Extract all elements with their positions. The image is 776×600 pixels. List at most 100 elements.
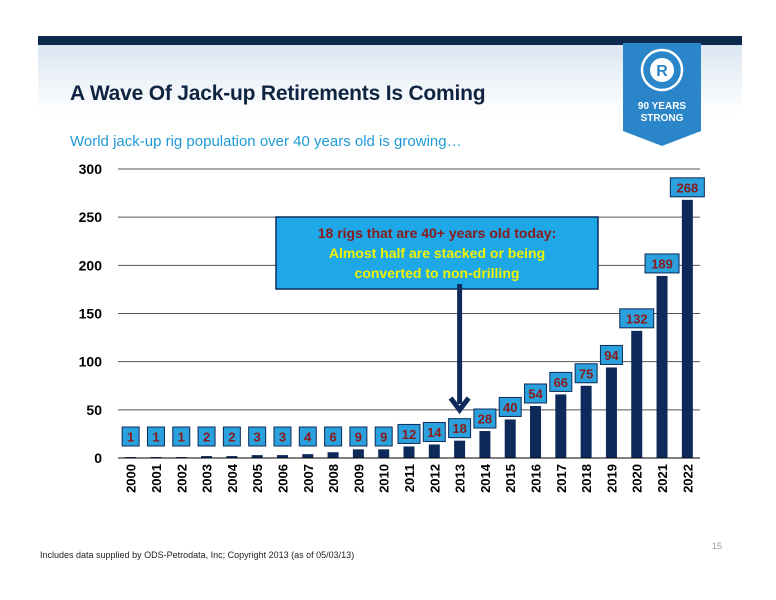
footnote: Includes data supplied by ODS-Petrodata,… [40, 550, 355, 560]
bar [251, 455, 263, 458]
bar [555, 394, 567, 458]
bar [428, 444, 440, 458]
data-label-box [422, 422, 446, 443]
x-tick-label: 2008 [326, 464, 341, 493]
page-number: 15 [712, 541, 723, 551]
bar [302, 454, 314, 458]
data-label-box [121, 426, 140, 447]
data-label-box [574, 363, 598, 384]
data-label-box [549, 371, 573, 392]
data-label: 3 [279, 430, 286, 445]
x-tick-label: 2009 [351, 464, 366, 493]
badge-letter: R [656, 63, 668, 80]
y-tick-label: 0 [94, 450, 102, 466]
bar [656, 275, 668, 458]
x-tick-label: 2020 [630, 464, 645, 493]
badge-seal-inner [650, 58, 674, 82]
data-label-box [669, 177, 705, 198]
x-tick-label: 2000 [124, 464, 139, 493]
data-label: 1 [178, 430, 185, 445]
data-label-box [397, 423, 421, 444]
badge-line-1: 90 YEARS [638, 101, 687, 112]
data-label: 9 [355, 430, 362, 445]
slide-title: A Wave Of Jack-up Retirements Is Coming [70, 82, 486, 105]
data-label: 1 [127, 430, 134, 445]
data-label: 2 [203, 430, 210, 445]
data-label-box [448, 418, 472, 439]
y-tick-label: 300 [79, 161, 103, 177]
x-tick-label: 2018 [579, 464, 594, 493]
data-label: 1 [152, 430, 159, 445]
callout-line-3: converted to non-drilling [355, 265, 520, 281]
bar [530, 405, 542, 458]
x-tick-label: 2004 [225, 463, 240, 493]
data-label-box [273, 426, 292, 447]
bar [352, 449, 364, 458]
bar [226, 456, 238, 458]
x-tick-label: 2017 [554, 464, 569, 493]
x-tick-label: 2012 [427, 464, 442, 493]
bar [403, 446, 415, 458]
data-label-box [222, 426, 241, 447]
x-tick-label: 2019 [604, 464, 619, 493]
top-banner-bar [38, 36, 742, 45]
bar [631, 330, 643, 458]
x-tick-label: 2021 [655, 464, 670, 493]
bars [125, 199, 693, 458]
company-badge: R 90 YEARS STRONG [623, 43, 701, 146]
data-label-box [298, 426, 317, 447]
callout-line-2: Almost half are stacked or being [329, 245, 545, 261]
x-tick-label: 2007 [301, 464, 316, 493]
callout-line-1: 18 rigs that are 40+ years old today: [318, 225, 557, 241]
x-tick-label: 2022 [680, 464, 695, 493]
x-tick-label: 2003 [200, 464, 215, 493]
data-label: 40 [503, 400, 517, 415]
data-label: 268 [676, 180, 698, 195]
data-label: 3 [254, 430, 261, 445]
data-label: 54 [528, 386, 543, 401]
y-tick-label: 200 [79, 257, 103, 273]
bar [681, 199, 693, 458]
badge-seal-icon [640, 48, 684, 92]
bar [580, 385, 592, 458]
bar [454, 440, 466, 458]
data-label-box [599, 344, 623, 365]
y-tick-label: 100 [79, 354, 103, 370]
data-label: 94 [604, 348, 619, 363]
data-label-box [172, 426, 191, 447]
data-label-box [524, 383, 548, 404]
x-tick-label: 2010 [377, 464, 392, 493]
x-tick-label: 2005 [250, 464, 265, 493]
bar [378, 449, 390, 458]
data-label: 75 [579, 366, 593, 381]
data-label-box [473, 408, 497, 429]
data-label-box [197, 426, 216, 447]
arrow-head [448, 396, 471, 415]
y-tick-label: 150 [79, 306, 103, 322]
callout-box: 18 rigs that are 40+ years old today: Al… [275, 216, 599, 290]
x-tick-label: 2016 [529, 464, 544, 493]
y-axis-ticks: 0 50 100 150 200 250 300 [79, 161, 103, 466]
data-label-box [498, 396, 522, 417]
data-label: 2 [228, 430, 235, 445]
x-tick-label: 2002 [174, 464, 189, 493]
data-label-box [248, 426, 267, 447]
data-label-box [146, 426, 165, 447]
data-label: 18 [452, 421, 466, 436]
data-label-box [324, 426, 343, 447]
y-tick-label: 250 [79, 209, 103, 225]
data-label-box [619, 308, 655, 329]
x-tick-label: 2011 [402, 464, 417, 492]
data-label-box [374, 426, 393, 447]
data-label-box [644, 253, 680, 274]
chart-subtitle: World jack-up rig population over 40 yea… [70, 133, 462, 150]
data-label: 189 [651, 256, 673, 271]
bar [479, 431, 491, 458]
data-label: 28 [478, 412, 492, 427]
bar [201, 456, 213, 458]
x-tick-label: 2015 [503, 464, 518, 493]
data-label: 14 [427, 425, 442, 440]
callout-arrow [448, 284, 471, 415]
bar [276, 455, 288, 458]
